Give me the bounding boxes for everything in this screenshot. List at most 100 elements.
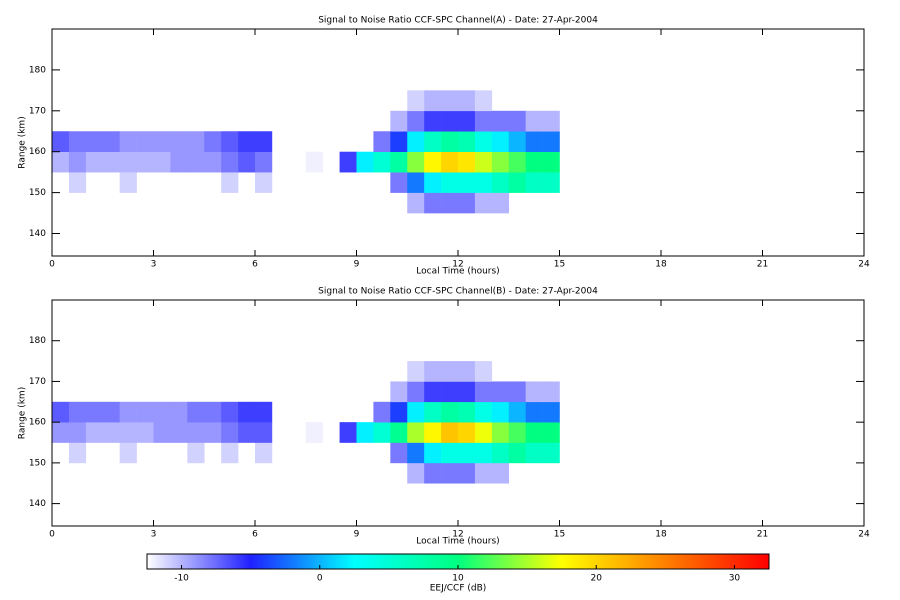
heat-cell — [407, 172, 425, 193]
heat-cell — [407, 442, 425, 464]
heat-cell — [458, 192, 476, 214]
heat-cell — [85, 401, 104, 423]
heat-cell — [390, 401, 408, 423]
x-tick-label: 6 — [252, 260, 258, 270]
heat-cell — [424, 361, 442, 382]
heat-cell — [441, 401, 459, 423]
heat-cell — [187, 131, 205, 153]
heat-cell — [491, 462, 510, 484]
heat-cell — [204, 422, 222, 443]
heat-cell — [390, 131, 408, 153]
colorbar-label: EEJ/CCF (dB) — [430, 584, 487, 594]
heat-cell — [474, 192, 493, 214]
heat-cell — [458, 151, 476, 173]
heat-cell — [424, 90, 442, 112]
heat-cell — [119, 422, 137, 443]
heat-cell — [407, 401, 425, 423]
heat-cell — [458, 131, 476, 153]
heat-cell — [170, 151, 188, 173]
heat-cell — [153, 151, 171, 173]
heat-cell — [542, 131, 560, 153]
y-tick-label: 180 — [29, 65, 46, 75]
heat-cell — [390, 172, 408, 193]
heat-cell — [441, 151, 459, 173]
heat-cell — [491, 401, 510, 423]
x-tick-label: 9 — [354, 530, 360, 540]
x-tick-label: 18 — [655, 530, 667, 540]
heat-cell — [525, 381, 543, 403]
heat-cell — [458, 462, 476, 484]
heat-cell — [441, 172, 459, 193]
heat-cell — [52, 401, 70, 423]
heat-cell — [68, 172, 87, 193]
heat-cell — [542, 442, 560, 464]
x-tick-label: 9 — [354, 260, 360, 270]
x-tick-label: 24 — [858, 530, 870, 540]
heat-cell — [102, 422, 120, 443]
heat-cell — [424, 192, 442, 214]
heat-cell — [474, 442, 493, 464]
heat-cell — [458, 442, 476, 464]
heat-cell — [221, 422, 239, 443]
heat-cell — [170, 131, 188, 153]
heat-cell — [525, 422, 543, 443]
heat-cell — [68, 131, 87, 153]
heat-cell — [85, 131, 104, 153]
heat-cell — [474, 151, 493, 173]
y-axis-label: Range (km) — [18, 387, 28, 439]
heat-cell — [424, 151, 442, 173]
y-tick-label: 150 — [29, 188, 46, 198]
heat-cell — [119, 151, 137, 173]
heat-cell — [221, 131, 239, 153]
heat-cell — [474, 462, 493, 484]
heat-cell — [491, 151, 510, 173]
heat-cell — [508, 131, 526, 153]
heat-cell — [305, 151, 323, 173]
heat-cell — [458, 110, 476, 132]
heat-cell — [68, 442, 87, 464]
x-tick-label: 24 — [858, 260, 870, 270]
heat-cell — [508, 172, 526, 193]
heat-cell — [542, 172, 560, 193]
heat-cell — [491, 192, 510, 214]
heat-cell — [424, 110, 442, 132]
heat-cell — [187, 422, 205, 443]
heat-cell — [85, 422, 104, 443]
heat-cell — [441, 90, 459, 112]
heat-cell — [508, 110, 526, 132]
heat-cell — [119, 401, 137, 423]
y-tick-label: 160 — [29, 147, 46, 157]
heat-cell — [407, 90, 425, 112]
heat-cell — [441, 462, 459, 484]
heat-cell — [508, 401, 526, 423]
heat-cell — [424, 131, 442, 153]
heat-cell — [221, 401, 239, 423]
heat-cell — [119, 131, 137, 153]
heat-cell — [542, 151, 560, 173]
heat-cell — [204, 151, 222, 173]
x-tick-label: 12 — [452, 530, 463, 540]
heat-cell — [204, 131, 222, 153]
heat-cell — [255, 422, 273, 443]
x-tick-label: 3 — [151, 260, 157, 270]
heat-cell — [491, 422, 510, 443]
x-tick-label: 21 — [757, 260, 768, 270]
heat-cell — [238, 131, 256, 153]
heat-cell — [85, 151, 104, 173]
heat-cell — [170, 422, 188, 443]
colorbar-tick-label: 0 — [317, 574, 323, 584]
heat-cell — [52, 422, 70, 443]
heat-cell — [458, 381, 476, 403]
x-tick-label: 15 — [554, 260, 565, 270]
heat-cell — [153, 422, 171, 443]
heat-cell — [373, 131, 391, 153]
heat-cell — [136, 151, 154, 173]
heat-cell — [525, 401, 543, 423]
heat-cell — [525, 172, 543, 193]
x-tick-label: 21 — [757, 530, 768, 540]
heat-cell — [170, 401, 188, 423]
heat-cell — [136, 422, 154, 443]
heat-cell — [542, 422, 560, 443]
colorbar-tick-label: 10 — [452, 574, 464, 584]
